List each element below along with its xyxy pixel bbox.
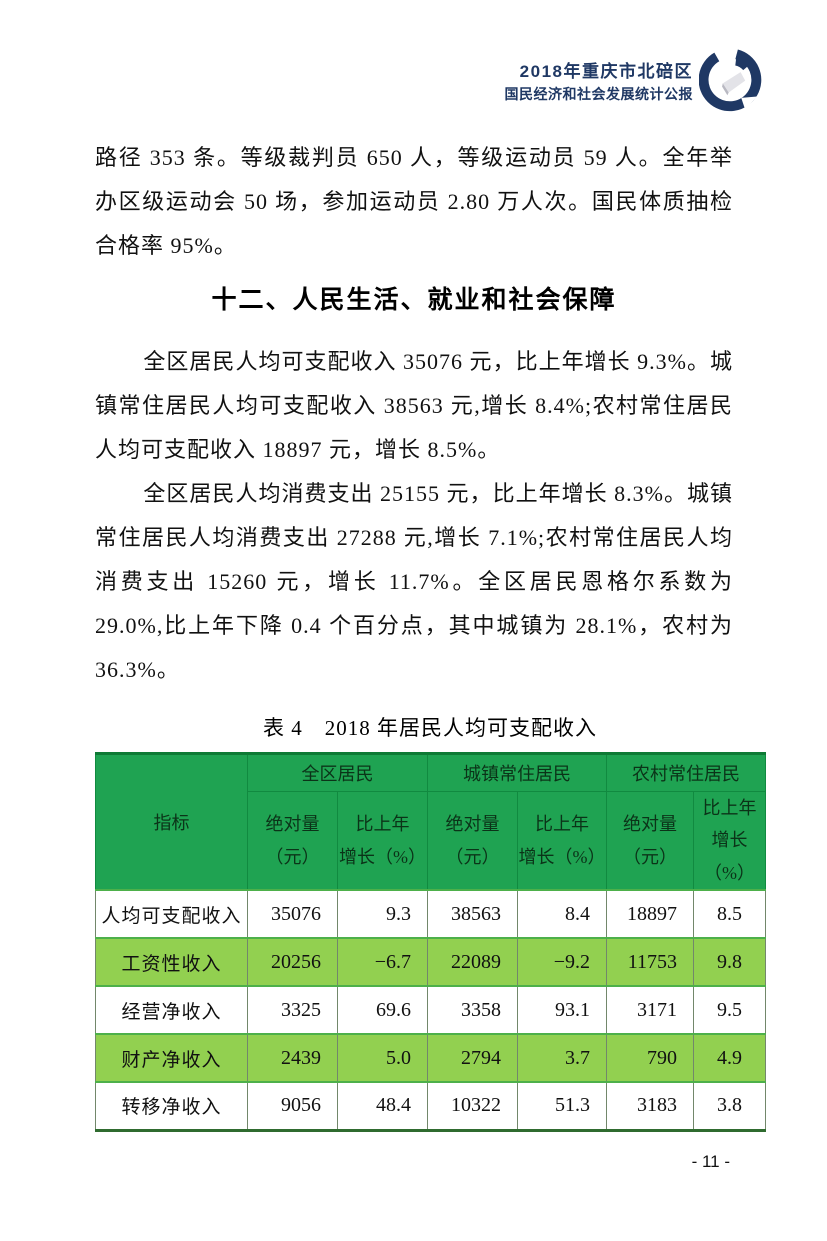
table-row: 经营净收入 3325 69.6 3358 93.1 3171 9.5 <box>95 985 766 1036</box>
swirl-cube-logo-icon <box>699 49 762 112</box>
sub-header-growth: 比上年 增长（%） <box>337 791 428 891</box>
cell-value: 3325 <box>247 985 338 1036</box>
group-header-urban-residents: 城镇常住居民 <box>427 753 607 792</box>
cell-value: 93.1 <box>517 985 607 1036</box>
table-row: 转移净收入 9056 48.4 10322 51.3 3183 3.8 <box>95 1081 766 1132</box>
page-body: 路径 353 条。等级裁判员 650 人，等级运动员 59 人。全年举办区级运动… <box>95 145 766 1132</box>
cell-value: −6.7 <box>337 937 428 988</box>
cell-value: 4.9 <box>693 1033 766 1084</box>
cell-value: 3.8 <box>693 1081 766 1132</box>
sub-header-absolute: 绝对量 （元） <box>247 791 338 891</box>
cell-value: 2794 <box>427 1033 518 1084</box>
running-header-text: 2018年重庆市北碚区 国民经济和社会发展统计公报 <box>505 60 694 105</box>
cell-value: 790 <box>606 1033 694 1084</box>
income-table: 指标 全区居民 城镇常住居民 农村常住居民 绝对量 （元） 比上年 增长（%） … <box>95 752 766 1132</box>
cell-value: 8.4 <box>517 889 607 940</box>
table-row: 人均可支配收入 35076 9.3 38563 8.4 18897 8.5 <box>95 889 766 940</box>
cell-value: 9056 <box>247 1081 338 1132</box>
cell-value: 3183 <box>606 1081 694 1132</box>
row-label: 财产净收入 <box>95 1033 248 1084</box>
table-header-sub-row: 绝对量 （元） 比上年 增长（%） 绝对量 （元） 比上年 增长（%） 绝对量 … <box>96 791 766 891</box>
cell-value: 2439 <box>247 1033 338 1084</box>
sub-header-growth: 比上年 增长（%） <box>517 791 607 891</box>
cell-value: 9.8 <box>693 937 766 988</box>
sub-header-absolute: 绝对量 （元） <box>606 791 694 891</box>
row-label: 工资性收入 <box>95 937 248 988</box>
sub-header-growth: 比上年 增长（%） <box>693 791 766 891</box>
page-number: - 11 - <box>691 1152 730 1171</box>
row-label: 经营净收入 <box>95 985 248 1036</box>
cell-value: 18897 <box>606 889 694 940</box>
table-row: 财产净收入 2439 5.0 2794 3.7 790 4.9 <box>95 1033 766 1084</box>
cell-value: 35076 <box>247 889 338 940</box>
table-row: 工资性收入 20256 −6.7 22089 −9.2 11753 9.8 <box>95 937 766 988</box>
cell-value: 9.3 <box>337 889 428 940</box>
cell-value: 8.5 <box>693 889 766 940</box>
cell-value: 22089 <box>427 937 518 988</box>
cell-value: 48.4 <box>337 1081 428 1132</box>
table-title: 表 4 2018 年居民人均可支配收入 <box>263 716 597 740</box>
cell-value: 9.5 <box>693 985 766 1036</box>
paragraph-consumption: 全区居民人均消费支出 25155 元，比上年增长 8.3%。城镇常住居民人均消费… <box>95 481 733 682</box>
row-label: 转移净收入 <box>95 1081 248 1132</box>
cell-value: 3358 <box>427 985 518 1036</box>
group-header-all-residents: 全区居民 <box>247 753 428 792</box>
cell-value: 11753 <box>606 937 694 988</box>
cell-value: 69.6 <box>337 985 428 1036</box>
paragraph-disposable-income: 全区居民人均可支配收入 35076 元，比上年增长 9.3%。城镇常住居民人均可… <box>95 349 733 462</box>
cell-value: −9.2 <box>517 937 607 988</box>
section-heading: 十二、人民生活、就业和社会保障 <box>211 286 617 314</box>
cell-value: 5.0 <box>337 1033 428 1084</box>
paragraph-sports: 路径 353 条。等级裁判员 650 人，等级运动员 59 人。全年举办区级运动… <box>95 145 733 258</box>
table-corner-header: 指标 <box>95 753 248 891</box>
cell-value: 3171 <box>606 985 694 1036</box>
running-header: 2018年重庆市北碚区 国民经济和社会发展统计公报 <box>505 48 766 116</box>
table-header-group-row: 指标 全区居民 城镇常住居民 农村常住居民 <box>95 753 766 891</box>
sub-header-absolute: 绝对量 （元） <box>427 791 518 891</box>
cell-value: 20256 <box>247 937 338 988</box>
cell-value: 3.7 <box>517 1033 607 1084</box>
row-label: 人均可支配收入 <box>95 889 248 940</box>
doc-header-title: 2018年重庆市北碚区 <box>519 61 693 81</box>
doc-header-subtitle: 国民经济和社会发展统计公报 <box>504 86 693 103</box>
group-header-rural-residents: 农村常住居民 <box>606 753 766 792</box>
cell-value: 38563 <box>427 889 518 940</box>
cell-value: 51.3 <box>517 1081 607 1132</box>
cell-value: 10322 <box>427 1081 518 1132</box>
